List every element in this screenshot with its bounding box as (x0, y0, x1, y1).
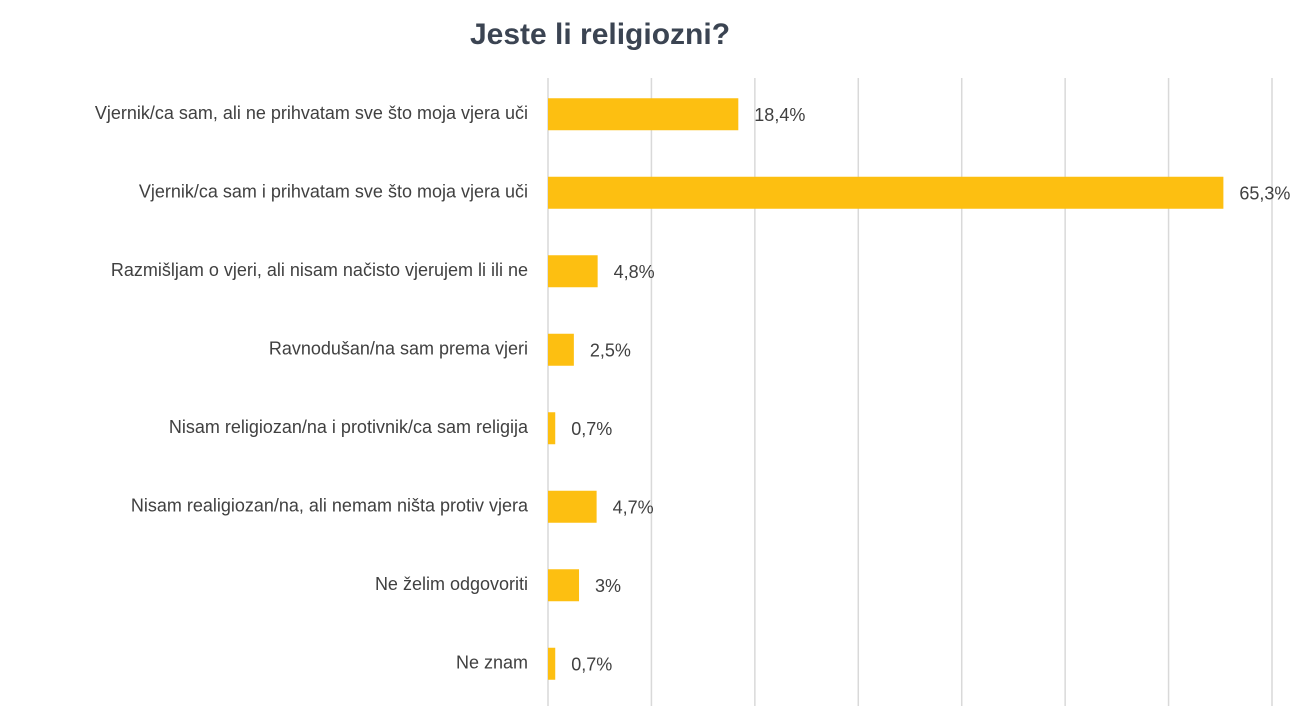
category-label: Ne želim odgovoriti (375, 574, 528, 594)
bar (548, 333, 574, 366)
value-label: 4,7% (613, 498, 654, 518)
bar (548, 255, 598, 288)
category-label: Ne znam (456, 653, 528, 673)
category-label: Nisam religiozan/na i protivnik/ca sam r… (169, 417, 529, 437)
bar (548, 490, 597, 523)
category-label: Razmišljam o vjeri, ali nisam načisto vj… (111, 260, 528, 280)
bar (548, 98, 739, 131)
value-label: 0,7% (571, 655, 612, 675)
bar (548, 176, 1224, 209)
chart-title: Jeste li religiozni? (470, 18, 730, 51)
value-label: 0,7% (571, 419, 612, 439)
value-label: 2,5% (590, 341, 631, 361)
value-label: 65,3% (1239, 184, 1290, 204)
bar (548, 569, 580, 602)
category-label: Vjernik/ca sam i prihvatam sve što moja … (139, 182, 528, 202)
category-label: Nisam realigiozan/na, ali nemam ništa pr… (131, 496, 529, 516)
value-label: 18,4% (754, 105, 805, 125)
value-label: 4,8% (614, 262, 655, 282)
bar (548, 412, 556, 445)
value-label: 3% (595, 576, 621, 596)
bar (548, 647, 556, 680)
category-label: Ravnodušan/na sam prema vjeri (269, 339, 528, 359)
category-label: Vjernik/ca sam, ali ne prihvatam sve što… (95, 103, 528, 123)
